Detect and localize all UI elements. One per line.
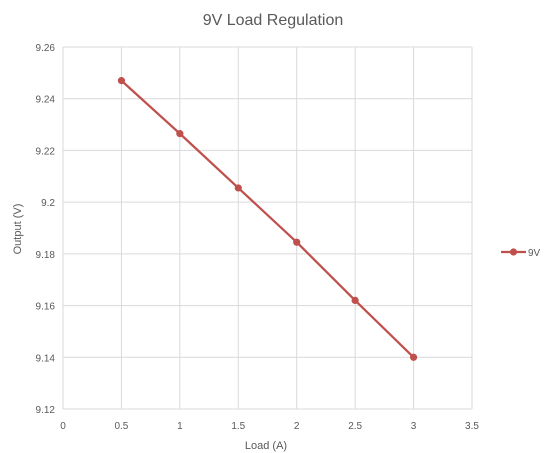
data-point bbox=[234, 184, 242, 192]
y-tick-label: 9.14 bbox=[36, 353, 56, 364]
y-tick-label: 9.2 bbox=[41, 198, 55, 209]
data-point bbox=[409, 353, 418, 361]
x-tick-label: 2.5 bbox=[348, 421, 362, 432]
y-tick-label: 9.12 bbox=[36, 405, 56, 416]
legend-marker bbox=[509, 248, 518, 256]
data-point bbox=[117, 77, 126, 85]
gridlines bbox=[62, 46, 473, 410]
x-tick-label: 0.5 bbox=[114, 421, 128, 432]
x-tick-label: 0 bbox=[60, 421, 66, 432]
x-axis-label: Load (A) bbox=[245, 440, 287, 452]
y-tick-label: 9.22 bbox=[36, 146, 56, 157]
data-point bbox=[176, 130, 184, 138]
legend: 9V bbox=[501, 248, 541, 259]
x-tick-label: 3 bbox=[411, 421, 417, 432]
y-axis-label: Output (V) bbox=[12, 204, 24, 255]
y-tick-label: 9.18 bbox=[36, 250, 56, 261]
x-tick-label: 1 bbox=[177, 421, 183, 432]
x-tick-labels: 0 0.5 1 1.5 2 2.5 3 3.5 bbox=[60, 421, 479, 432]
y-tick-label: 9.16 bbox=[36, 302, 56, 313]
chart-title: 9V Load Regulation bbox=[203, 12, 344, 29]
series-line-9v bbox=[120, 79, 415, 359]
y-tick-label: 9.24 bbox=[36, 95, 56, 106]
legend-label: 9V bbox=[528, 248, 541, 259]
data-point bbox=[351, 296, 359, 304]
y-tick-label: 9.26 bbox=[36, 43, 56, 54]
x-tick-label: 2 bbox=[294, 421, 300, 432]
data-point bbox=[293, 238, 301, 246]
series-group bbox=[117, 77, 418, 361]
x-tick-label: 3.5 bbox=[465, 421, 479, 432]
x-tick-label: 1.5 bbox=[231, 421, 245, 432]
y-tick-labels: 9.12 9.14 9.16 9.18 9.2 9.22 9.24 9.26 bbox=[36, 43, 56, 416]
